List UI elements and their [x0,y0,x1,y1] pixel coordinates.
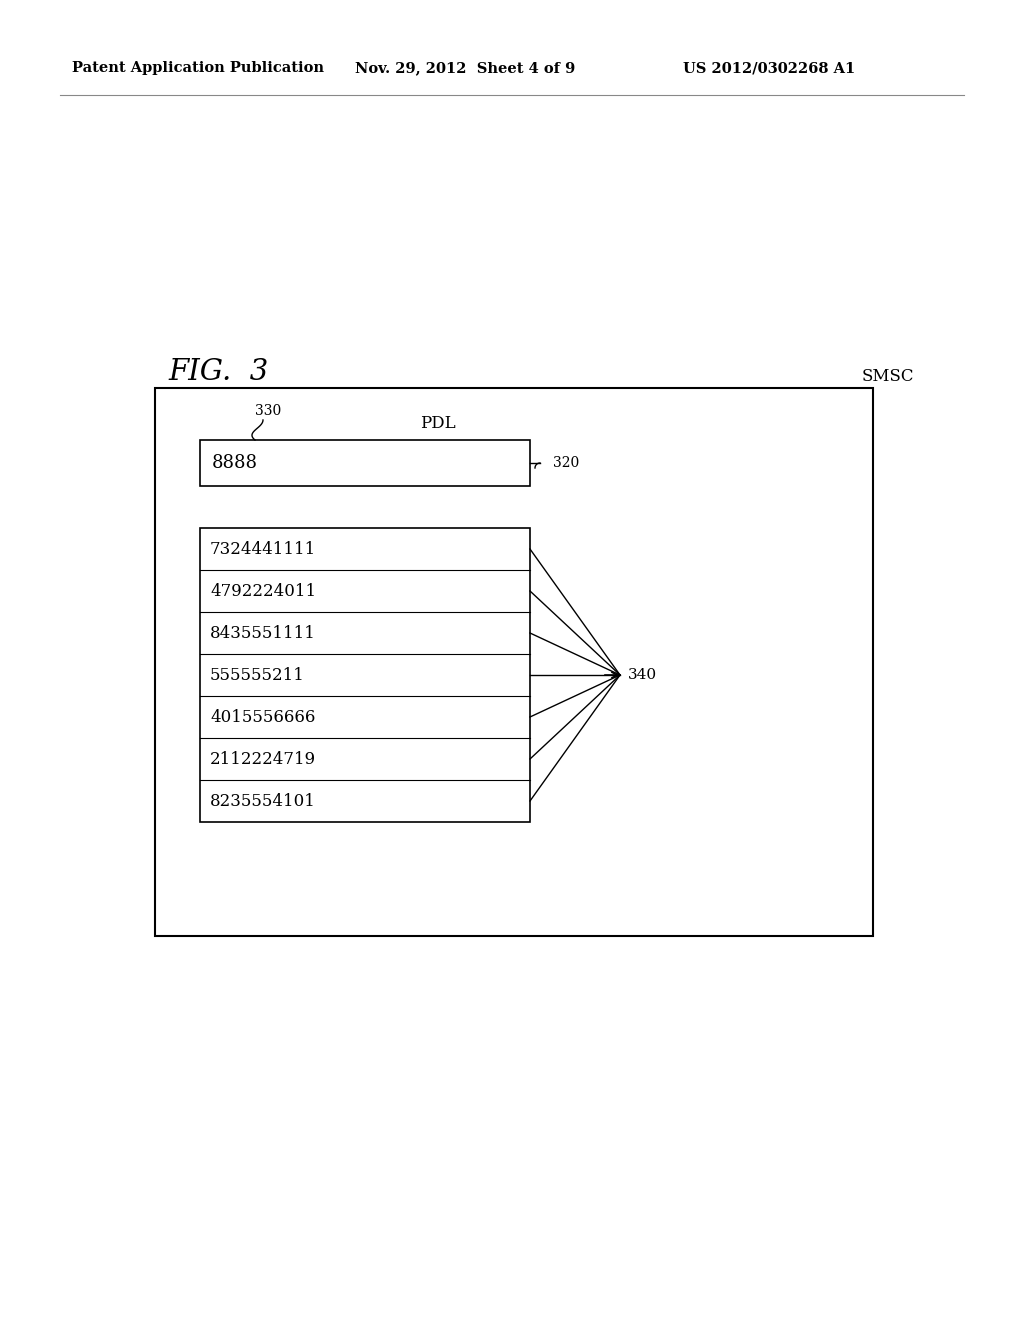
Bar [200,440,530,486]
Text: Nov. 29, 2012  Sheet 4 of 9: Nov. 29, 2012 Sheet 4 of 9 [355,61,575,75]
Bar [155,388,873,936]
Text: 2112224719: 2112224719 [210,751,316,767]
Text: 4015556666: 4015556666 [210,709,315,726]
Text: 340: 340 [628,668,657,682]
Text: US 2012/0302268 A1: US 2012/0302268 A1 [683,61,855,75]
Text: 330: 330 [255,404,282,418]
Text: 8235554101: 8235554101 [210,792,315,809]
Text: SMSC: SMSC [862,368,914,385]
Text: 8888: 8888 [212,454,258,473]
Text: FIG.  3: FIG. 3 [168,358,268,385]
Text: 320: 320 [553,455,580,470]
Text: 555555211: 555555211 [210,667,305,684]
Text: 7324441111: 7324441111 [210,540,316,557]
Text: 8435551111: 8435551111 [210,624,315,642]
Text: PDL: PDL [420,414,456,432]
Text: 4792224011: 4792224011 [210,582,316,599]
Text: Patent Application Publication: Patent Application Publication [72,61,324,75]
Bar [200,528,530,822]
